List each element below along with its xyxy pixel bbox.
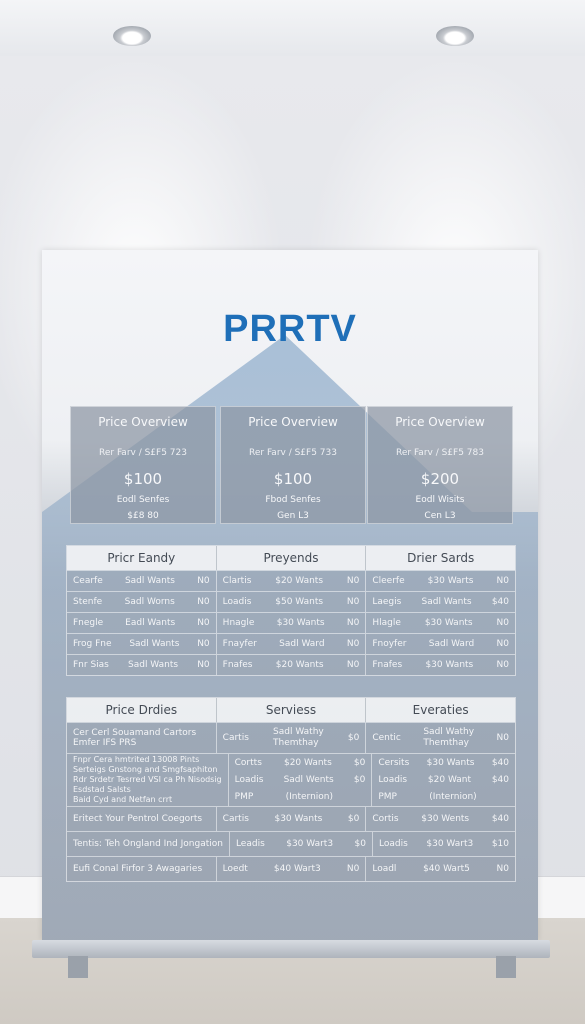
card-subtitle: Rer Farv / S£F5 723 xyxy=(99,448,187,458)
table-cell: Tentis: Teh Ongland Ind Jongation xyxy=(67,832,230,856)
price-table-2: Price Drdies Serviess Everaties Cer Cerl… xyxy=(66,697,516,882)
column-header: Everaties xyxy=(412,703,469,717)
table-cell: Cleerfe $30 Warts N0 xyxy=(372,576,509,586)
table-cell: Leadis $30 Wart3 $0 xyxy=(230,832,373,856)
table-cell: Clartis $20 Wants N0 xyxy=(217,571,367,591)
table-row: Cearfe Sadl Wants N0 Clartis $20 Wants N0 Cl… xyxy=(67,570,515,591)
table-cell: Fnpr Cera hmtrited 13008 Pints Serteigs G… xyxy=(67,754,229,806)
card-price: $200 xyxy=(420,470,460,488)
card-price: $100 xyxy=(123,470,163,488)
rollup-banner: PRRTV Price Overview Rer Farv / S£F5 723… xyxy=(42,250,538,940)
table-cell: Hnagle $30 Wants N0 xyxy=(217,613,367,633)
table-cell: Fnafes $30 Wants N0 xyxy=(372,660,510,670)
card-footer-2: Gen L3 xyxy=(277,511,309,521)
table-row: Cer Cerl Souamand Cartors Emfer IFS PRS C… xyxy=(67,722,515,753)
card-footer: Eodl Wisits xyxy=(415,495,465,505)
card-title: Price Overview xyxy=(395,415,485,429)
table-cell: Centic Sadl Wathy Themthay N0 xyxy=(372,727,509,748)
ceiling-light xyxy=(113,26,151,46)
table-row: Eritect Your Pentrol Coegorts Cartis $30 … xyxy=(67,806,515,831)
table-cell: Cortts $20 Wants $0 Loadis Sadl Wents $0 PMP… xyxy=(229,754,373,806)
table-cell: Cersits $30 Wants $40 Loadis $20 Want $40 PM… xyxy=(378,757,510,803)
table-cell: Hlagle $30 Wants N0 xyxy=(372,618,510,628)
ceiling-light xyxy=(436,26,474,46)
card-subtitle: Rer Farv / S£F5 733 xyxy=(249,448,337,458)
card-footer-2: Cen L3 xyxy=(424,511,456,521)
stand-foot xyxy=(496,956,516,978)
price-table-1: Pricr Eandy Preyends Drier Sards Cearfe S… xyxy=(66,545,516,676)
table-row: Eufi Conal Firfor 3 Awagaries Loedt $40 W… xyxy=(67,856,515,881)
table-cell: Loadis $30 Wart3 $10 xyxy=(378,839,510,849)
table-header: Price Drdies Serviess Everaties xyxy=(67,698,515,722)
price-card: Price Overview Rer Farv / S£F5 783 $200 … xyxy=(367,406,513,524)
card-title: Price Overview xyxy=(248,415,338,429)
table-row: Fnpr Cera hmtrited 13008 Pints Serteigs G… xyxy=(67,753,515,806)
card-footer-2: $£8 80 xyxy=(127,511,159,521)
table-cell: Loadl $40 Wart5 N0 xyxy=(372,864,509,874)
table-cell: Loadis $50 Wants N0 xyxy=(217,592,367,612)
table-cell: Fnoyfer Sadl Ward N0 xyxy=(372,639,509,649)
table-cell: Loedt $40 Wart3 N0 xyxy=(217,857,367,881)
price-card: Price Overview Rer Farv / S£F5 723 $100 … xyxy=(70,406,216,524)
table-cell: Cearfe Sadl Wants N0 xyxy=(67,571,217,591)
table-cell: Fnafes $20 Wants N0 xyxy=(217,655,367,675)
table-cell: Laegis Sadl Wants $40 xyxy=(372,597,509,607)
column-header: Drier Sards xyxy=(407,551,475,565)
card-footer: Eodl Senfes xyxy=(116,495,170,505)
table-row: Tentis: Teh Ongland Ind Jongation Leadis… xyxy=(67,831,515,856)
table-header: Pricr Eandy Preyends Drier Sards xyxy=(67,546,515,570)
table-cell: Eufi Conal Firfor 3 Awagaries xyxy=(67,857,217,881)
table-row: Stenfe Sadl Worns N0 Loadis $50 Wants N0 Lae… xyxy=(67,591,515,612)
table-cell: Cortis $30 Wents $40 xyxy=(372,814,509,824)
table-cell: Fnayfer Sadl Ward N0 xyxy=(217,634,367,654)
card-title: Price Overview xyxy=(98,415,188,429)
card-subtitle: Rer Farv / S£F5 783 xyxy=(396,448,484,458)
card-price: $100 xyxy=(273,470,313,488)
table-row: Fnegle Eadl Wants N0 Hnagle $30 Wants N0 Hla… xyxy=(67,612,515,633)
table-row: Frog Fne Sadl Wants N0 Fnayfer Sadl Ward N0 … xyxy=(67,633,515,654)
card-footer: Fbod Senfes xyxy=(265,495,321,505)
column-header: Preyends xyxy=(217,546,367,570)
brand-title: PRRTV xyxy=(223,308,357,350)
price-card: Price Overview Rer Farv / S£F5 733 $100 … xyxy=(220,406,366,524)
table-cell: Eritect Your Pentrol Coegorts xyxy=(67,807,217,831)
column-header: Pricr Eandy xyxy=(67,546,217,570)
stand-foot xyxy=(68,956,88,978)
ceiling xyxy=(0,0,585,57)
table-cell: Cartis Sadl Wathy Themthay $0 xyxy=(217,723,367,753)
table-row: Fnr Sias Sadl Wants N0 Fnafes $20 Wants N0 F… xyxy=(67,654,515,675)
table-cell: Frog Fne Sadl Wants N0 xyxy=(67,634,217,654)
table-cell: Fnr Sias Sadl Wants N0 xyxy=(67,655,217,675)
table-cell: Cartis $30 Wants $0 xyxy=(217,807,367,831)
table-cell: Cer Cerl Souamand Cartors Emfer IFS PRS xyxy=(67,723,217,753)
column-header: Serviess xyxy=(217,698,367,722)
table-cell: Fnegle Eadl Wants N0 xyxy=(67,613,217,633)
table-cell: Stenfe Sadl Worns N0 xyxy=(67,592,217,612)
column-header: Price Drdies xyxy=(67,698,217,722)
banner-stand-base xyxy=(32,940,550,958)
